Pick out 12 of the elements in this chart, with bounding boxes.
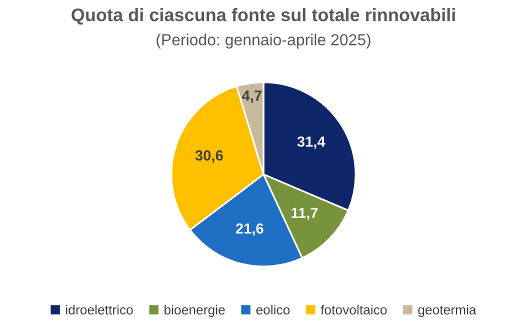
data-label: 30,6 bbox=[195, 150, 223, 163]
data-label: 31,4 bbox=[297, 136, 326, 149]
legend-label: bioenergie bbox=[164, 304, 225, 318]
data-label: 4,7 bbox=[242, 90, 262, 103]
data-label: 21,6 bbox=[236, 223, 264, 236]
legend-label: geotermia bbox=[418, 304, 476, 318]
legend-label: eolico bbox=[256, 304, 290, 315]
chart-title: Quota di ciascuna fonte sul totale rinnovabili bbox=[72, 8, 455, 25]
data-label: 11,7 bbox=[292, 208, 318, 220]
legend-label: idroelettrico bbox=[66, 304, 133, 315]
chart-subtitle: (Periodo: gennaio-aprile 2025) bbox=[156, 34, 370, 49]
legend-label: fotovoltaico bbox=[320, 304, 387, 315]
